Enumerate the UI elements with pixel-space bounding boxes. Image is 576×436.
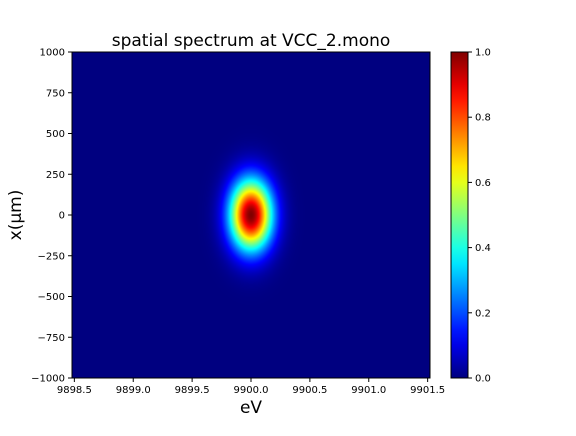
y-tick-label: 500 [46,129,65,140]
x-tick-label: 9901.0 [351,385,386,396]
y-tick-label: −1000 [31,374,65,385]
colorbar-tick-label: 0.0 [475,374,491,385]
colorbar-tick-label: 0.4 [475,243,491,254]
x-tick-label: 9900.5 [292,385,327,396]
y-axis-title: x(μm) [6,190,26,241]
y-tick-label: 250 [46,170,65,181]
heatmap-image [72,52,430,378]
heatmap-image-container [72,52,430,378]
colorbar [451,52,468,378]
x-tick-label: 9901.5 [410,385,445,396]
x-tick-label: 9899.0 [116,385,151,396]
y-tick-label: 750 [46,88,65,99]
y-tick-label: 0 [59,211,65,222]
colorbar-tick-label: 0.8 [475,113,491,124]
x-tick-label: 9899.5 [175,385,210,396]
chart-title: spatial spectrum at VCC_2.mono [112,31,391,51]
y-tick-label: −750 [38,333,65,344]
colorbar-tick-label: 0.2 [475,308,491,319]
x-axis-title: eV [240,398,262,418]
x-tick-label: 9900.0 [234,385,269,396]
y-tick-label: −500 [38,292,65,303]
y-tick-label: 1000 [40,48,65,59]
colorbar-frame [450,51,469,379]
colorbar-tick-label: 1.0 [475,48,491,59]
colorbar-tick-label: 0.6 [475,178,491,189]
x-tick-label: 9898.5 [57,385,92,396]
y-axis-ticks: 1000 750 500 250 0 −250 −500 −750 −1000 [31,48,72,385]
x-axis-ticks: 9898.5 9899.0 9899.5 9900.0 9900.5 9901.0 9901… [57,378,445,396]
colorbar-ticks: 1.0 0.8 0.6 0.4 0.2 0.0 [468,48,491,385]
y-tick-label: −250 [38,251,65,262]
